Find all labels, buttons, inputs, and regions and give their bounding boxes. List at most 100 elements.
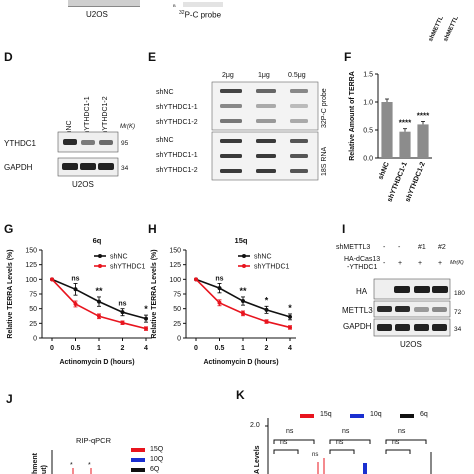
g-legend-marker <box>98 254 102 258</box>
d-row-ythdc1: YTHDC1 <box>4 139 37 148</box>
i-row2-label: HA-dCas13 <box>344 256 381 263</box>
i-row1-label: shMETTL3 <box>336 244 371 251</box>
f-bar <box>381 102 393 158</box>
h-point <box>288 314 292 319</box>
h-ylabel: Relative TERRA Levels (%) <box>151 249 158 338</box>
h-ytick-label: 75 <box>173 292 181 299</box>
j-legend-3: 6Q <box>150 466 160 473</box>
k-axes <box>265 418 432 474</box>
k-legend-swatch-2 <box>350 414 364 418</box>
e-top-row-2: shYTHDC1-1 <box>156 104 198 111</box>
h-legend-label: shYTHDC1 <box>254 264 290 271</box>
g-xtick-label: 1 <box>97 345 101 352</box>
i-blot-ha: HA <box>356 287 368 296</box>
k-ylabel-frag: A Levels <box>254 445 261 474</box>
h-point <box>217 300 222 305</box>
g-ytick-label: 125 <box>25 262 37 269</box>
panel-label-d: D <box>4 50 13 64</box>
k-legend-1: 15q <box>320 411 332 418</box>
j-title: RIP-qPCR <box>76 436 112 445</box>
g-point <box>120 310 125 315</box>
g-signif: ** <box>95 286 103 296</box>
g-ytick-label: 100 <box>25 277 37 284</box>
d-mw-95: 95 <box>121 140 129 147</box>
e-dot-blot <box>211 81 319 181</box>
h-xtick-label: 4 <box>288 345 292 352</box>
h-xtick-label: 0.5 <box>215 345 225 352</box>
h-point <box>288 325 292 330</box>
h-legend-marker <box>242 264 246 268</box>
h-legend-label: shNC <box>254 254 272 261</box>
h-point <box>194 277 198 282</box>
j-ylabel-frag: hment <box>32 453 39 474</box>
top-probe-sup: 32 <box>179 10 185 16</box>
panel-label-e: E <box>148 50 157 64</box>
g-point <box>97 314 101 319</box>
h-point <box>241 299 245 304</box>
e-amount-3: 0.5μg <box>288 72 306 79</box>
d-blot-image <box>57 131 119 177</box>
chart-h: 15q 0 25 50 75 100 125 150 0 0.5 1 2 4 Actinomycin D … <box>151 236 296 366</box>
h-point <box>217 286 222 291</box>
f-category-label: shNC <box>378 161 391 181</box>
i-row2-v4: + <box>438 260 443 267</box>
g-point <box>120 320 125 325</box>
j-legend-swatch-3 <box>131 468 145 472</box>
i-row1-v2: - <box>398 244 401 251</box>
g-ytick-label: 75 <box>29 292 37 299</box>
k-ns-2: ns <box>342 428 350 435</box>
e-top-row-3: shYTHDC1-2 <box>156 119 198 126</box>
e-amount-1: 2μg <box>222 72 234 79</box>
e-probe-label: 32P-C probe <box>321 88 328 128</box>
h-xtick-label: 1 <box>241 345 245 352</box>
k-ns-7: ns <box>312 452 319 458</box>
g-signif: ns <box>118 301 126 308</box>
panel-label-j: J <box>6 392 13 406</box>
h-xtick-label: 0 <box>194 345 198 352</box>
top-mark-b: B <box>173 3 176 8</box>
i-blot-gapdh: GAPDH <box>343 322 372 331</box>
top-shmettl-b: shMETTL <box>443 15 460 43</box>
f-signif: **** <box>417 111 430 120</box>
g-xtick-label: 2 <box>121 345 125 352</box>
k-legend-swatch-3 <box>400 414 414 418</box>
i-mw-72: 72 <box>454 309 462 316</box>
i-mr-label: Mr(K) <box>450 260 464 266</box>
d-mr-label: Mr(K) <box>120 124 135 130</box>
g-xtick-label: 4 <box>144 345 148 352</box>
k-ns-6: ns <box>392 439 400 446</box>
g-xtick-label: 0 <box>50 345 54 352</box>
i-blot-mettl3: METTL3 <box>342 306 373 315</box>
cut-dot-strip <box>183 2 223 7</box>
f-ytick-label: 0.0 <box>363 156 373 163</box>
h-ytick-label: 125 <box>169 262 181 269</box>
j-legend-swatch-1 <box>131 448 145 452</box>
e-bottom-row-2: shYTHDC1-1 <box>156 152 198 159</box>
panel-label-g: G <box>4 222 14 236</box>
k-legend-2: 10q <box>370 411 382 418</box>
f-ytick-label: 0.5 <box>363 128 373 135</box>
k-ytick: 2.0 <box>250 422 260 429</box>
f-ytick-label: 1.5 <box>363 72 373 79</box>
e-bottom-row-1: shNC <box>156 137 174 144</box>
g-signif: * <box>144 304 148 314</box>
panel-label-i: I <box>342 222 346 236</box>
k-ns-4: ns <box>280 439 288 446</box>
f-ylabel: Relative Amount of TERRA <box>349 71 356 161</box>
g-point <box>144 316 148 321</box>
g-point <box>73 301 78 306</box>
f-category-label: shYTHDC1-2 <box>404 161 426 203</box>
g-point <box>144 326 148 331</box>
h-signif: * <box>288 303 292 313</box>
d-mw-34: 34 <box>121 165 129 172</box>
j-star-2: * <box>88 462 91 469</box>
h-title: 15q <box>235 236 248 245</box>
h-ytick-label: 0 <box>177 336 181 343</box>
h-legend-marker <box>242 254 246 258</box>
k-legend-swatch-1 <box>300 414 314 418</box>
g-ylabel: Relative TERRA Levels (%) <box>7 249 14 338</box>
i-row1-v3: #1 <box>418 244 426 251</box>
f-bar <box>399 131 411 158</box>
h-xlabel: Actinomycin D (hours) <box>203 359 278 366</box>
k-legend-3: 6q <box>420 411 428 418</box>
